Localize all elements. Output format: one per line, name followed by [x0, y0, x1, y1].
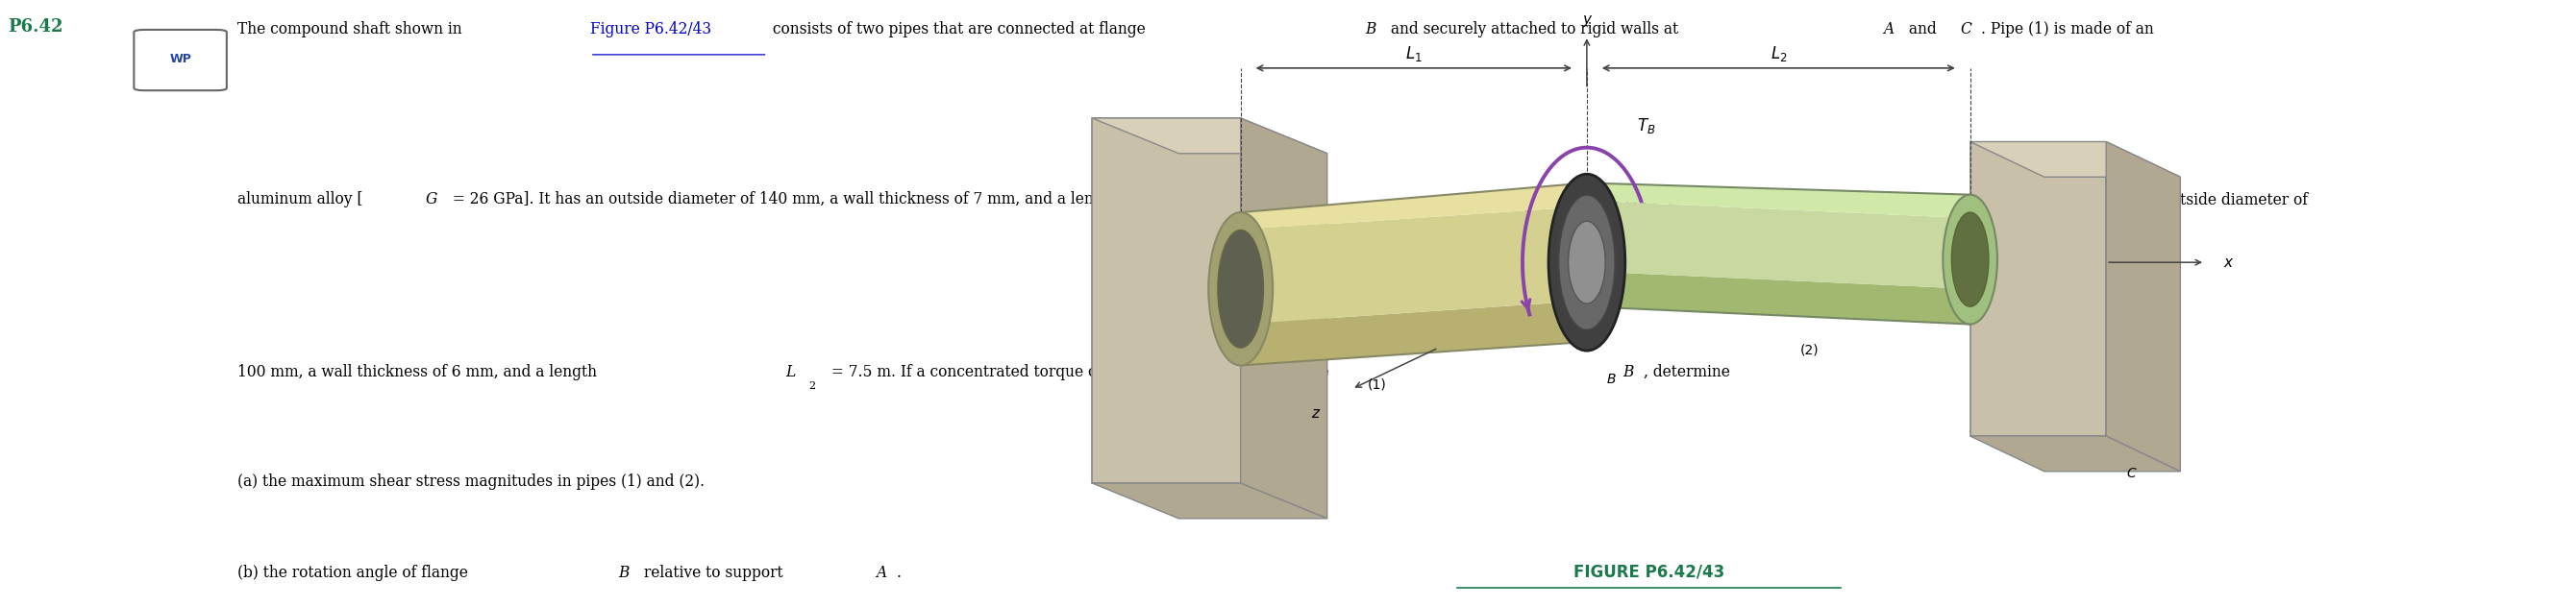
Text: and: and	[1904, 21, 1940, 38]
Text: consists of two pipes that are connected at flange: consists of two pipes that are connected…	[768, 21, 1149, 38]
Text: aluminum alloy [: aluminum alloy [	[237, 191, 363, 208]
Text: $T_B$: $T_B$	[1636, 117, 1656, 136]
Text: L: L	[786, 364, 796, 381]
Text: G: G	[425, 191, 438, 208]
Text: Figure P6.42/43: Figure P6.42/43	[590, 21, 711, 38]
Text: (2): (2)	[1801, 343, 1819, 356]
Text: = 9.0 m. Pipe (2) is made of steel [: = 9.0 m. Pipe (2) is made of steel [	[1540, 191, 1806, 208]
Text: B: B	[1623, 364, 1633, 381]
Text: L: L	[1499, 191, 1510, 208]
Ellipse shape	[1953, 212, 1989, 307]
Ellipse shape	[1208, 212, 1273, 365]
FancyBboxPatch shape	[134, 30, 227, 90]
Text: , determine: , determine	[1643, 364, 1731, 381]
Text: B: B	[1607, 373, 1615, 386]
Polygon shape	[1971, 141, 2179, 177]
Text: y: y	[1582, 13, 1592, 27]
Text: z: z	[1311, 407, 1319, 421]
Text: .: .	[896, 565, 902, 581]
Text: $L_2$: $L_2$	[1770, 44, 1788, 63]
Polygon shape	[2107, 141, 2179, 472]
Text: (a) the maximum shear stress magnitudes in pipes (1) and (2).: (a) the maximum shear stress magnitudes …	[237, 473, 703, 490]
Text: G: G	[1978, 191, 1991, 208]
Text: $L_1$: $L_1$	[1406, 44, 1422, 63]
Ellipse shape	[1548, 174, 1625, 351]
Polygon shape	[1242, 206, 1587, 324]
Text: 2: 2	[809, 381, 817, 391]
Polygon shape	[1242, 118, 1327, 518]
Ellipse shape	[1569, 221, 1605, 304]
Text: = 26 GPa]. It has an outside diameter of 140 mm, a wall thickness of 7 mm, and a: = 26 GPa]. It has an outside diameter of…	[448, 191, 1123, 208]
Text: = 80 GPa]. It has an outside diameter of: = 80 GPa]. It has an outside diameter of	[2002, 191, 2308, 208]
Text: relative to support: relative to support	[639, 565, 788, 581]
Text: (1): (1)	[1368, 378, 1386, 392]
Text: WP: WP	[170, 53, 191, 66]
Text: x: x	[2223, 255, 2233, 270]
Polygon shape	[1092, 118, 1327, 154]
Text: C: C	[2125, 467, 2136, 480]
Text: P6.42: P6.42	[8, 18, 62, 35]
Text: The compound shaft shown in: The compound shaft shown in	[237, 21, 466, 38]
Text: B: B	[618, 565, 629, 581]
Polygon shape	[1242, 183, 1587, 230]
Polygon shape	[1092, 118, 1242, 483]
Ellipse shape	[1942, 195, 1996, 324]
Polygon shape	[1971, 436, 2179, 472]
Ellipse shape	[1558, 195, 1615, 330]
Text: 1: 1	[1522, 208, 1530, 218]
Polygon shape	[1587, 183, 1971, 219]
Text: B: B	[1365, 21, 1376, 38]
Polygon shape	[1242, 300, 1587, 365]
Text: A: A	[876, 565, 886, 581]
Text: and securely attached to rigid walls at: and securely attached to rigid walls at	[1386, 21, 1682, 38]
Polygon shape	[1092, 483, 1327, 518]
Text: . Pipe (1) is made of an: . Pipe (1) is made of an	[1981, 21, 2154, 38]
Text: 100 mm, a wall thickness of 6 mm, and a length: 100 mm, a wall thickness of 6 mm, and a …	[237, 364, 600, 381]
Text: (b) the rotation angle of flange: (b) the rotation angle of flange	[237, 565, 471, 581]
Polygon shape	[1971, 141, 2107, 436]
Text: FIGURE P6.42/43: FIGURE P6.42/43	[1574, 563, 1723, 580]
Text: = 7.5 m. If a concentrated torque of 15 kN · m is applied to flange: = 7.5 m. If a concentrated torque of 15 …	[827, 364, 1334, 381]
Ellipse shape	[1218, 230, 1262, 348]
Polygon shape	[1587, 200, 1971, 289]
Text: C: C	[1960, 21, 1971, 38]
Polygon shape	[1587, 271, 1971, 324]
Text: A: A	[1883, 21, 1893, 38]
